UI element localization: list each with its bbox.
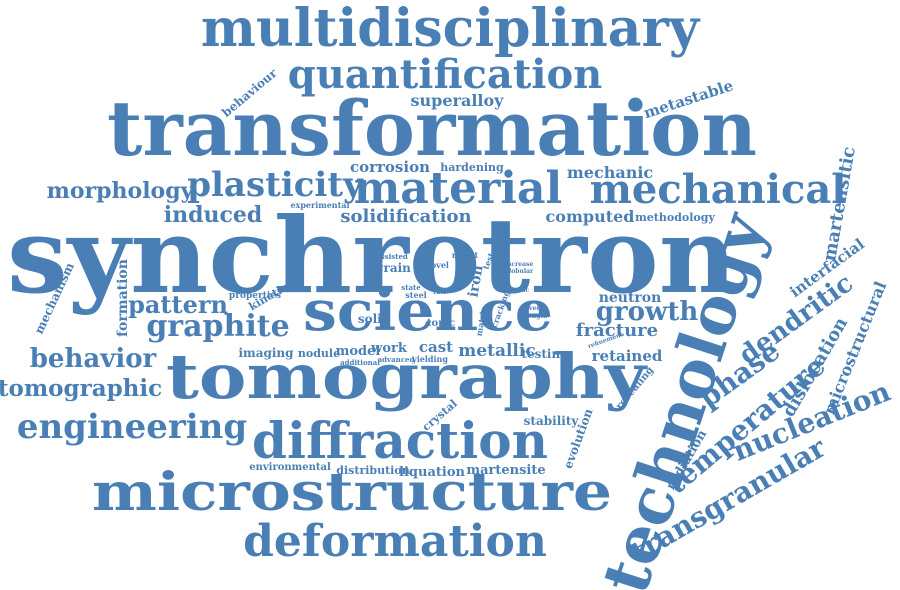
word-distribution: distribution	[336, 464, 409, 477]
word-mechanical: mechanical	[590, 166, 847, 213]
word-yielding: yielding	[411, 354, 448, 364]
word-topic: topic	[427, 318, 455, 329]
word-cast: cast	[419, 338, 453, 356]
word-plasticity: plasticity	[187, 165, 364, 205]
word-hardening: hardening	[440, 161, 504, 174]
word-computed: computed	[546, 207, 635, 226]
word-novel: novel	[425, 260, 449, 270]
word-result: result	[452, 250, 479, 260]
word-diffraction: diffraction	[252, 411, 548, 470]
word-graphite: graphite	[146, 309, 289, 344]
word-mechanic: mechanic	[567, 163, 654, 182]
word-science: science	[303, 278, 553, 344]
word-drived: drived	[519, 305, 541, 312]
word-experimental: experimental	[290, 200, 349, 210]
word-stability: stability	[524, 414, 580, 428]
word-growth: growth	[596, 297, 699, 327]
word-microstructure: microstructure	[92, 462, 612, 523]
word-transformation: transformation	[107, 84, 757, 173]
word-formation: formation	[115, 259, 131, 337]
word-strength: strength	[519, 313, 548, 320]
word-fracture: fracture	[576, 320, 658, 341]
word-steel: steel	[405, 290, 426, 300]
word-corrosion: corrosion	[350, 158, 430, 176]
word-nodule: nodule	[298, 347, 340, 360]
word-morphology: morphology	[47, 178, 195, 204]
word-plastic: plastic	[507, 287, 530, 294]
word-deformation: deformation	[243, 516, 547, 567]
word-solid: solid	[358, 312, 391, 326]
word-testing: testing	[521, 347, 569, 361]
word-environmental: environmental	[249, 462, 331, 473]
word-neutron: neutron	[599, 290, 662, 306]
word-state: state	[401, 283, 421, 292]
word-liquation: liquation	[399, 465, 465, 480]
word-assisted: assisted	[376, 252, 408, 261]
word-tomography: tomography	[166, 340, 648, 413]
word-tomographic: tomographic	[0, 375, 162, 402]
word-engineering: engineering	[17, 407, 247, 447]
word-material: material	[354, 163, 563, 214]
word-behavior: behavior	[30, 344, 157, 374]
word-iron: iron	[465, 264, 486, 299]
word-induced: induced	[164, 202, 263, 228]
word-metallic: metallic	[458, 341, 535, 361]
word-rate: rate	[433, 289, 447, 296]
word-grain: grain	[375, 261, 411, 275]
word-increase: increase	[505, 261, 534, 268]
word-additional: additional	[340, 358, 380, 367]
word-martensite: martensite	[466, 463, 545, 478]
word-advanced: advanced	[378, 355, 415, 364]
word-pattern: pattern	[128, 290, 228, 319]
word-superalloy: superalloy	[411, 91, 505, 110]
word-methodology: methodology	[635, 211, 715, 224]
word-solidification: solidification	[340, 206, 471, 227]
word-globular: globular	[505, 268, 534, 275]
word-imaging: imaging	[238, 346, 294, 360]
word-work: work	[370, 341, 408, 356]
word-properties: properties	[229, 291, 281, 301]
word-quantification: quantification	[288, 51, 603, 98]
word-model: model	[336, 344, 381, 359]
word-multidisciplinary: multidisciplinary	[201, 0, 701, 59]
word-retained: retained	[592, 347, 663, 365]
word-synchrotron: synchrotron	[7, 194, 737, 317]
